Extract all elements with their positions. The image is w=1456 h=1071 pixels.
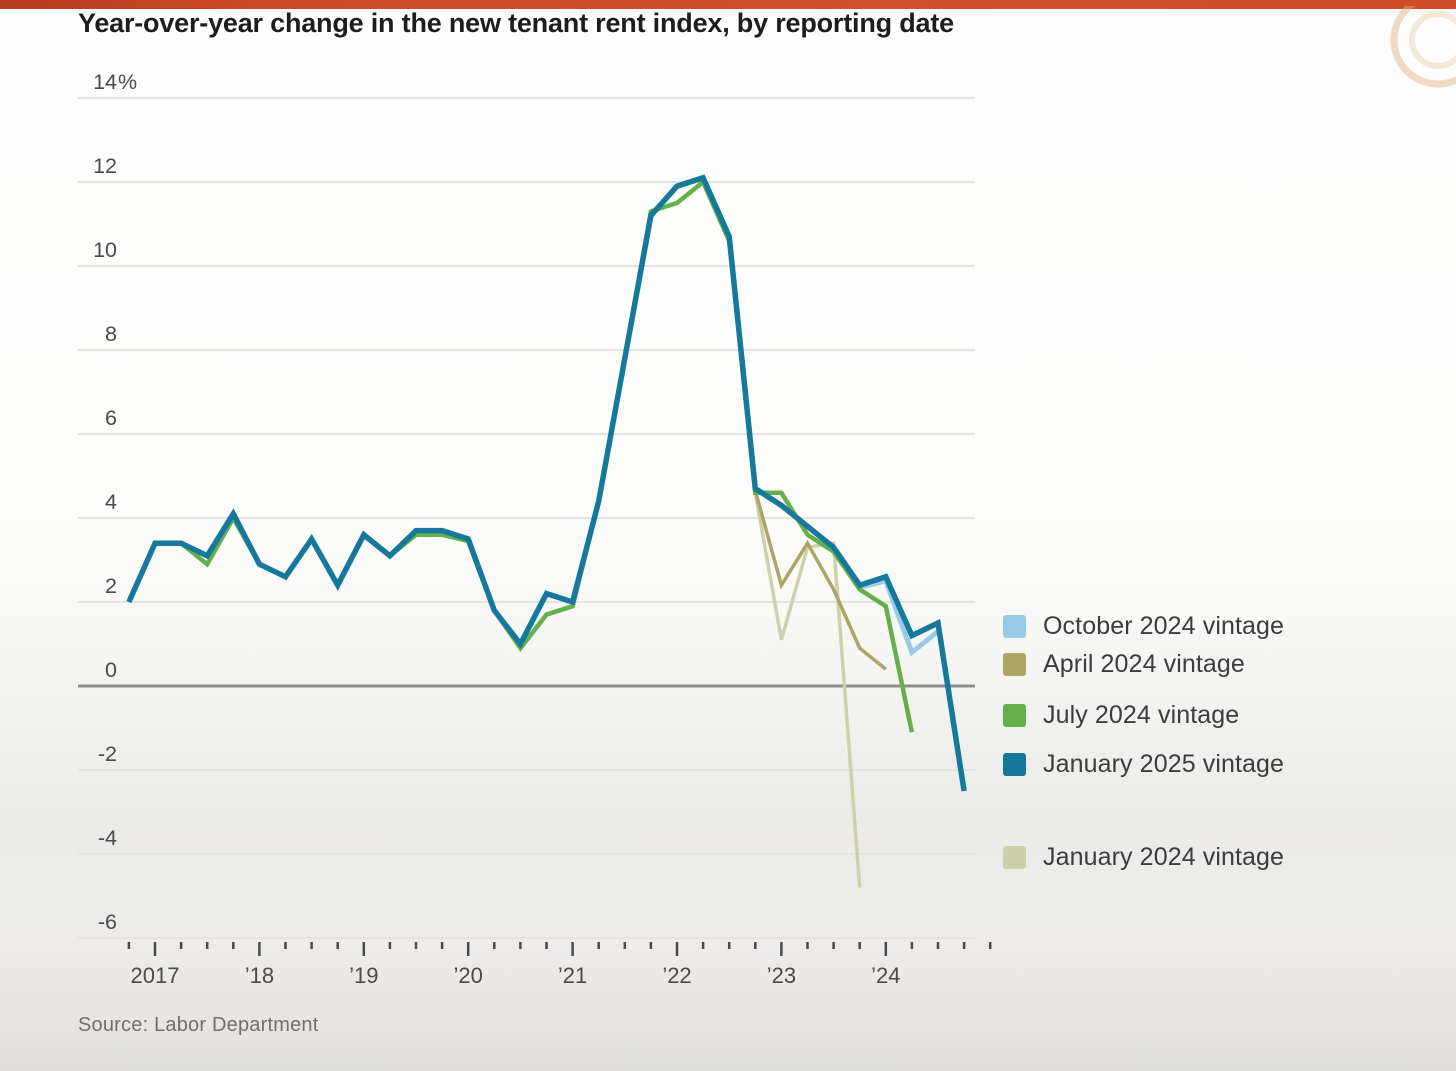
y-tick-label: -2 xyxy=(98,742,117,766)
y-tick-label: -6 xyxy=(98,910,117,934)
legend-item: April 2024 vintage xyxy=(1003,650,1423,679)
source-note: Source: Labor Department xyxy=(78,1014,319,1036)
legend-item: July 2024 vintage xyxy=(1003,701,1423,730)
legend-item: January 2024 vintage xyxy=(1003,843,1423,872)
x-year-label: ’19 xyxy=(349,963,378,988)
y-tick-label: 10 xyxy=(93,238,117,262)
chart-legend: October 2024 vintage April 2024 vintage Ju… xyxy=(1003,612,1423,872)
series-line-oct2024 xyxy=(831,546,940,657)
x-year-label: 2017 xyxy=(131,963,180,988)
x-year-label: ’18 xyxy=(245,963,274,988)
legend-label: July 2024 vintage xyxy=(1043,701,1240,729)
y-tick-label: 12 xyxy=(93,154,117,178)
chart-title: Year-over-year change in the new tenant … xyxy=(78,8,954,38)
y-tick-label: 4 xyxy=(105,490,117,514)
legend-label: January 2024 vintage xyxy=(1043,843,1285,871)
legend-swatch xyxy=(1003,704,1026,727)
legend-swatch xyxy=(1003,753,1026,776)
top-accent-bar xyxy=(0,0,1456,9)
legend-label: January 2025 vintage xyxy=(1043,750,1285,778)
y-tick-label: 8 xyxy=(105,322,117,346)
legend-item: October 2024 vintage xyxy=(1003,612,1423,641)
y-tick-label: 6 xyxy=(105,406,117,430)
legend-label: October 2024 vintage xyxy=(1043,612,1285,640)
x-year-label: ’20 xyxy=(454,963,483,988)
x-year-label: ’24 xyxy=(871,963,900,988)
legend-item: January 2025 vintage xyxy=(1003,750,1423,779)
legend-swatch xyxy=(1003,615,1026,638)
series-line-jan2025 xyxy=(126,174,967,792)
y-tick-label: -4 xyxy=(98,826,117,850)
series-line-jan2024 xyxy=(753,492,862,888)
y-tick-label: 0 xyxy=(105,658,117,682)
y-tick-label-percent: % xyxy=(118,70,137,94)
series-line-apr2024 xyxy=(753,490,887,671)
legend-swatch xyxy=(1003,846,1026,869)
x-year-label: ’23 xyxy=(767,963,796,988)
y-tick-label: 14 xyxy=(93,70,117,94)
legend-swatch xyxy=(1003,653,1026,676)
series-line-jul2024 xyxy=(126,178,915,733)
x-year-label: ’21 xyxy=(558,963,587,988)
x-year-label: ’22 xyxy=(662,963,691,988)
y-tick-label: 2 xyxy=(105,574,117,598)
legend-label: April 2024 vintage xyxy=(1043,650,1245,678)
